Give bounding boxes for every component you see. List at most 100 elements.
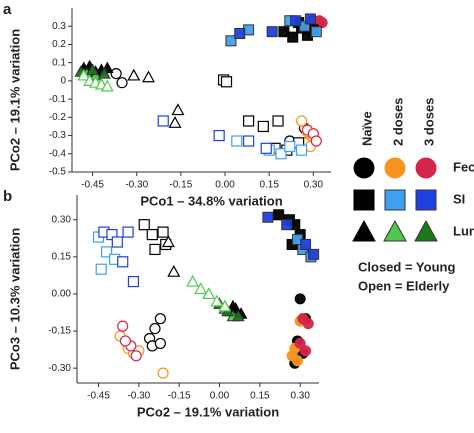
y-tick-label: -0.3 (49, 130, 67, 141)
point (138, 219, 150, 231)
point (287, 31, 299, 43)
point (294, 293, 306, 305)
x-tick-label: 0.30 (290, 391, 310, 402)
y-tick-label: 0.15 (52, 251, 72, 262)
x-tick-label: -0.15 (169, 180, 192, 191)
point (171, 103, 185, 116)
point (161, 235, 175, 248)
y-tick-label: -0.2 (49, 112, 67, 123)
point (220, 76, 233, 88)
point (266, 26, 278, 38)
point (86, 63, 99, 75)
point (186, 274, 200, 287)
panel-label: b (3, 188, 12, 205)
point (284, 140, 296, 153)
panel-label: a (3, 1, 12, 18)
x-tick-label: 0.00 (210, 391, 230, 402)
point (100, 79, 114, 92)
point (167, 264, 181, 277)
point (157, 226, 169, 238)
point (127, 68, 141, 81)
legend-symbol (415, 189, 437, 211)
point (272, 115, 284, 127)
point (273, 209, 285, 221)
point (310, 26, 322, 38)
point (100, 246, 113, 258)
point (146, 228, 158, 241)
legend-symbol (384, 157, 406, 179)
y-tick-label: 0.00 (52, 289, 72, 300)
x-tick-label: 0.15 (259, 180, 279, 191)
point (260, 142, 272, 154)
point (242, 115, 255, 127)
point (295, 115, 308, 127)
point (122, 226, 134, 238)
legend-symbol (353, 157, 375, 179)
point (262, 211, 274, 223)
point (149, 322, 161, 335)
point (210, 294, 224, 307)
x-tick-label: -0.15 (168, 391, 191, 402)
point (290, 15, 302, 27)
legend-row: Lung (453, 223, 474, 238)
point (154, 313, 166, 325)
y-tick-label: 0.30 (52, 214, 72, 225)
point (157, 367, 169, 379)
legend-row: SI (453, 191, 465, 206)
point (257, 120, 269, 133)
legend-symbol (353, 189, 375, 211)
point (225, 35, 237, 47)
x-tick-label: -0.45 (81, 180, 104, 191)
point (234, 28, 246, 40)
point (142, 70, 156, 83)
x-tick-label: 0.15 (250, 391, 270, 402)
y-tick-label: 0.2 (52, 39, 66, 50)
point (213, 129, 225, 142)
point (110, 67, 122, 80)
y-tick-label: 0 (60, 76, 66, 87)
y-tick-label: -0.15 (48, 326, 71, 337)
legend-symbol (415, 157, 437, 179)
point (304, 13, 316, 25)
point (149, 243, 161, 256)
point (127, 275, 140, 288)
legend-note: Open = Elderly (358, 278, 450, 293)
point (202, 287, 216, 300)
point (111, 236, 123, 248)
point (294, 337, 306, 349)
point (130, 350, 142, 362)
point (168, 116, 182, 128)
point (281, 219, 293, 231)
point (275, 148, 287, 160)
point (116, 77, 128, 89)
x-tick-label: -0.30 (125, 180, 148, 191)
x-axis-label: PCo1 – 34.8% variation (140, 193, 282, 208)
point (295, 144, 308, 156)
point (194, 282, 208, 295)
x-axis-label: PCo2 – 19.1% variation (137, 404, 279, 419)
point (98, 67, 111, 79)
point (157, 115, 169, 127)
y-tick-label: -0.30 (48, 363, 71, 374)
y-tick-label: 0.1 (52, 57, 66, 68)
legend-symbol (352, 219, 376, 242)
point (310, 135, 322, 147)
x-tick-label: -0.45 (87, 391, 110, 402)
point (117, 320, 129, 332)
y-tick-label: -0.1 (49, 94, 67, 105)
point (119, 335, 132, 347)
x-tick-label: -0.30 (127, 391, 150, 402)
point (300, 345, 312, 357)
y-axis-label: PCo2 – 19.1% variation (7, 29, 22, 171)
point (231, 309, 245, 322)
legend-symbol (414, 219, 438, 242)
y-axis-label: PCo3 – 10.3% variation (7, 228, 22, 370)
legend-column: Naïve (359, 111, 374, 146)
y-tick-label: -0.4 (49, 148, 67, 159)
point (95, 263, 107, 275)
point (302, 318, 314, 330)
point (300, 238, 312, 250)
legend-column: 3 doses (421, 98, 436, 146)
point (117, 256, 129, 268)
